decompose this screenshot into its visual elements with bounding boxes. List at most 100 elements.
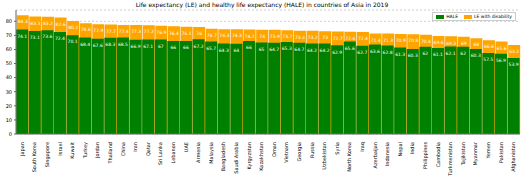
svg-text:60.3: 60.3 xyxy=(471,53,481,58)
svg-text:Georgia: Georgia xyxy=(296,142,303,162)
svg-text:64.2: 64.2 xyxy=(307,48,317,53)
svg-text:Turkmenistan: Turkmenistan xyxy=(447,142,453,177)
svg-text:Kazakhstan: Kazakhstan xyxy=(258,142,264,171)
svg-text:74: 74 xyxy=(259,34,265,39)
svg-text:Jordan: Jordan xyxy=(94,142,100,159)
svg-text:68.4: 68.4 xyxy=(80,42,90,47)
svg-text:Cambodia: Cambodia xyxy=(435,142,441,167)
svg-text:74.3: 74.3 xyxy=(219,33,229,38)
svg-text:64: 64 xyxy=(233,48,239,53)
svg-text:77.7: 77.7 xyxy=(106,29,116,34)
svg-text:61.1: 61.1 xyxy=(433,52,443,57)
svg-text:62.8: 62.8 xyxy=(383,50,393,55)
svg-text:80.2: 80.2 xyxy=(68,25,78,30)
svg-text:62.1: 62.1 xyxy=(446,51,456,56)
svg-text:62: 62 xyxy=(460,51,466,56)
svg-text:Japan: Japan xyxy=(19,142,26,157)
svg-text:78.6: 78.6 xyxy=(81,27,91,32)
svg-text:73.6: 73.6 xyxy=(42,34,52,39)
svg-text:Qatar: Qatar xyxy=(145,141,151,156)
svg-text:83.3: 83.3 xyxy=(30,21,40,26)
svg-text:63.2: 63.2 xyxy=(509,49,516,54)
svg-text:Bangladesh: Bangladesh xyxy=(220,142,227,171)
svg-text:Pakistan: Pakistan xyxy=(498,142,504,163)
svg-text:60: 60 xyxy=(8,46,12,52)
svg-text:72.6: 72.6 xyxy=(345,36,355,41)
svg-text:30: 30 xyxy=(8,89,12,95)
svg-text:61.3: 61.3 xyxy=(395,52,405,57)
svg-text:69: 69 xyxy=(461,41,467,46)
svg-text:Yemen: Yemen xyxy=(485,142,491,160)
svg-text:Philippines: Philippines xyxy=(422,142,429,169)
svg-text:Uzbekistan: Uzbekistan xyxy=(321,142,327,170)
svg-text:70.9: 70.9 xyxy=(396,38,406,43)
svg-text:80: 80 xyxy=(8,18,12,24)
svg-text:65: 65 xyxy=(259,47,265,52)
svg-text:76: 76 xyxy=(196,31,202,36)
svg-text:77.9: 77.9 xyxy=(93,28,103,33)
svg-text:62.9: 62.9 xyxy=(332,50,342,55)
svg-text:68: 68 xyxy=(473,42,479,47)
svg-text:Armenia: Armenia xyxy=(195,142,201,163)
svg-text:84.3: 84.3 xyxy=(18,19,28,24)
svg-text:73.1: 73.1 xyxy=(30,35,40,40)
svg-text:67.2: 67.2 xyxy=(194,44,204,49)
svg-text:66.9: 66.9 xyxy=(131,44,141,49)
svg-text:62.7: 62.7 xyxy=(357,50,367,55)
svg-text:73: 73 xyxy=(322,35,328,40)
svg-text:Sri Lanka: Sri Lanka xyxy=(157,142,163,165)
svg-text:Russia: Russia xyxy=(309,142,315,158)
svg-text:65.3: 65.3 xyxy=(282,46,292,51)
svg-text:67.6: 67.6 xyxy=(93,43,103,48)
svg-text:Afghanistan: Afghanistan xyxy=(510,142,516,172)
svg-text:India: India xyxy=(409,142,415,154)
svg-text:Kuwait: Kuwait xyxy=(69,142,75,159)
svg-text:Iran: Iran xyxy=(132,142,138,152)
svg-text:50: 50 xyxy=(8,60,12,66)
svg-text:76.9: 76.9 xyxy=(156,30,166,35)
svg-text:Turkey: Turkey xyxy=(82,142,89,159)
svg-text:72.4: 72.4 xyxy=(55,36,65,41)
svg-text:69.3: 69.3 xyxy=(446,41,456,46)
svg-text:65.7: 65.7 xyxy=(206,46,216,51)
svg-text:73.2: 73.2 xyxy=(308,35,318,40)
svg-text:74.3: 74.3 xyxy=(232,33,242,38)
svg-text:Malaysia: Malaysia xyxy=(208,142,215,164)
svg-text:64.7: 64.7 xyxy=(269,47,279,52)
svg-text:83.2: 83.2 xyxy=(43,21,53,26)
svg-text:67: 67 xyxy=(158,44,164,49)
svg-text:Lebanon: Lebanon xyxy=(170,142,176,163)
svg-text:Kyrgyzstan: Kyrgyzstan xyxy=(246,142,253,169)
svg-text:Tajikistan: Tajikistan xyxy=(460,142,467,166)
svg-text:60.3: 60.3 xyxy=(408,53,418,58)
svg-text:77.4: 77.4 xyxy=(119,29,129,34)
svg-text:63.6: 63.6 xyxy=(370,49,380,54)
svg-text:82.6: 82.6 xyxy=(56,22,66,27)
svg-text:72.4: 72.4 xyxy=(358,36,368,41)
svg-text:65.6: 65.6 xyxy=(345,46,355,51)
svg-text:77.2: 77.2 xyxy=(144,29,154,34)
svg-text:76.1: 76.1 xyxy=(182,31,192,36)
svg-text:64.7: 64.7 xyxy=(294,47,304,52)
svg-text:66: 66 xyxy=(170,45,176,50)
svg-text:62: 62 xyxy=(422,51,428,56)
svg-text:Vietnam: Vietnam xyxy=(283,142,289,163)
svg-text:69.6: 69.6 xyxy=(434,40,444,45)
svg-text:South Korea: South Korea xyxy=(31,142,37,172)
svg-text:Singapore: Singapore xyxy=(44,142,51,167)
svg-text:Saudi Arabia: Saudi Arabia xyxy=(233,142,239,174)
svg-text:72.7: 72.7 xyxy=(333,36,343,41)
svg-text:71.3: 71.3 xyxy=(383,38,393,43)
svg-text:64.3: 64.3 xyxy=(219,48,229,53)
svg-text:Indonesia: Indonesia xyxy=(384,142,390,166)
svg-text:57.5: 57.5 xyxy=(483,57,493,62)
svg-text:Azerbaijan: Azerbaijan xyxy=(372,142,379,168)
svg-text:70.1: 70.1 xyxy=(68,39,78,44)
svg-text:67.1: 67.1 xyxy=(143,44,153,49)
svg-text:Iraq: Iraq xyxy=(359,142,366,152)
svg-text:74.2: 74.2 xyxy=(245,34,255,39)
svg-text:73.9: 73.9 xyxy=(270,34,280,39)
svg-text:77.3: 77.3 xyxy=(131,29,141,34)
svg-text:Nepal: Nepal xyxy=(397,142,404,156)
svg-text:Syria: Syria xyxy=(334,142,341,155)
